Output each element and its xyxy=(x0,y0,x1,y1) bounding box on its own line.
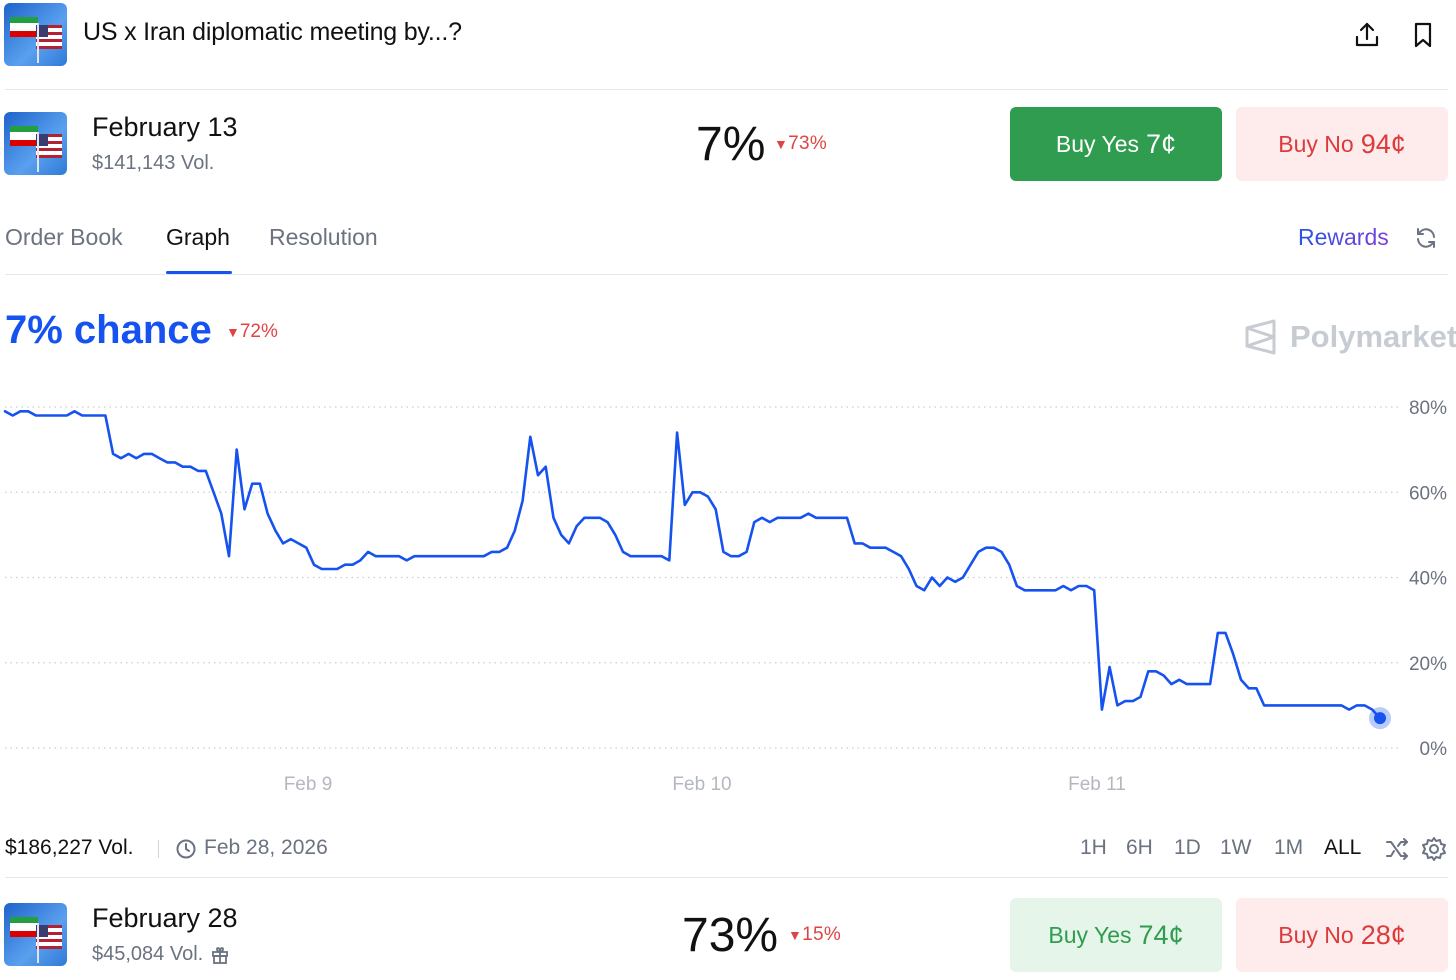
y-tick-label: 40% xyxy=(1409,569,1447,590)
shuffle-icon[interactable] xyxy=(1384,836,1410,862)
footer-separator xyxy=(158,840,159,858)
buy-yes-button[interactable]: Buy Yes 74¢ xyxy=(1010,898,1222,972)
y-tick-label: 60% xyxy=(1409,483,1447,504)
gift-icon xyxy=(212,946,229,964)
price-line xyxy=(3,410,1382,720)
buy-yes-button[interactable]: Buy Yes 7¢ xyxy=(1010,107,1222,181)
range-6h[interactable]: 6H xyxy=(1126,836,1153,859)
x-tick-label: Feb 9 xyxy=(284,774,333,795)
tabs-divider xyxy=(5,274,1448,275)
chance-label: 7% chance xyxy=(5,308,212,352)
market-date: February 13 xyxy=(92,112,238,142)
tab-order-book[interactable]: Order Book xyxy=(5,224,123,250)
bookmark-icon[interactable] xyxy=(1408,20,1438,50)
polymarket-logo-icon xyxy=(1245,319,1276,355)
buy-no-button[interactable]: Buy No 94¢ xyxy=(1236,107,1448,181)
down-triangle-icon: ▼ xyxy=(226,324,240,340)
chance-change: ▼72% xyxy=(226,321,278,342)
x-tick-label: Feb 11 xyxy=(1068,774,1126,795)
market-date: February 28 xyxy=(92,903,238,933)
market-volume: $141,143 Vol. xyxy=(92,152,215,174)
tab-graph[interactable]: Graph xyxy=(166,224,230,250)
gear-icon[interactable] xyxy=(1421,836,1447,862)
y-tick-label: 20% xyxy=(1409,654,1447,675)
market-thumbnail xyxy=(4,112,67,175)
market-percent: 7% xyxy=(696,118,766,171)
y-tick-label: 0% xyxy=(1420,739,1448,760)
market-change: ▼73% xyxy=(774,133,828,154)
market-title: US x Iran diplomatic meeting by...? xyxy=(83,18,462,46)
current-point xyxy=(1374,712,1386,725)
market-thumbnail xyxy=(4,903,67,966)
price-chart: 80% 60% 40% 20% 0% Feb 9 Feb 10 Feb 11 xyxy=(3,398,1448,795)
refresh-icon[interactable] xyxy=(1414,226,1438,250)
polymarket-watermark: Polymarket xyxy=(1244,318,1456,356)
range-1h[interactable]: 1H xyxy=(1080,836,1107,859)
y-tick-label: 80% xyxy=(1409,398,1447,419)
range-1m[interactable]: 1M xyxy=(1274,836,1304,859)
down-triangle-icon: ▼ xyxy=(788,927,803,943)
market-volume: $45,084 Vol. xyxy=(92,943,229,966)
market-change: ▼15% xyxy=(788,924,842,945)
market-percent: 73% xyxy=(682,909,779,962)
tab-resolution[interactable]: Resolution xyxy=(269,224,378,250)
x-tick-label: Feb 10 xyxy=(672,774,731,795)
end-date: Feb 28, 2026 xyxy=(204,836,328,859)
share-icon[interactable] xyxy=(1352,20,1382,50)
header-divider xyxy=(5,89,1448,90)
market-thumbnail xyxy=(4,3,67,66)
range-all[interactable]: ALL xyxy=(1324,836,1362,859)
total-volume: $186,227 Vol. xyxy=(5,836,134,859)
rewards-link[interactable]: Rewards xyxy=(1298,224,1389,250)
range-1d[interactable]: 1D xyxy=(1174,836,1201,859)
range-1w[interactable]: 1W xyxy=(1220,836,1252,859)
buy-no-button[interactable]: Buy No 28¢ xyxy=(1236,898,1448,972)
footer-divider xyxy=(5,877,1448,878)
clock-icon xyxy=(176,839,196,859)
active-tab-indicator xyxy=(166,271,232,274)
down-triangle-icon: ▼ xyxy=(774,136,789,152)
